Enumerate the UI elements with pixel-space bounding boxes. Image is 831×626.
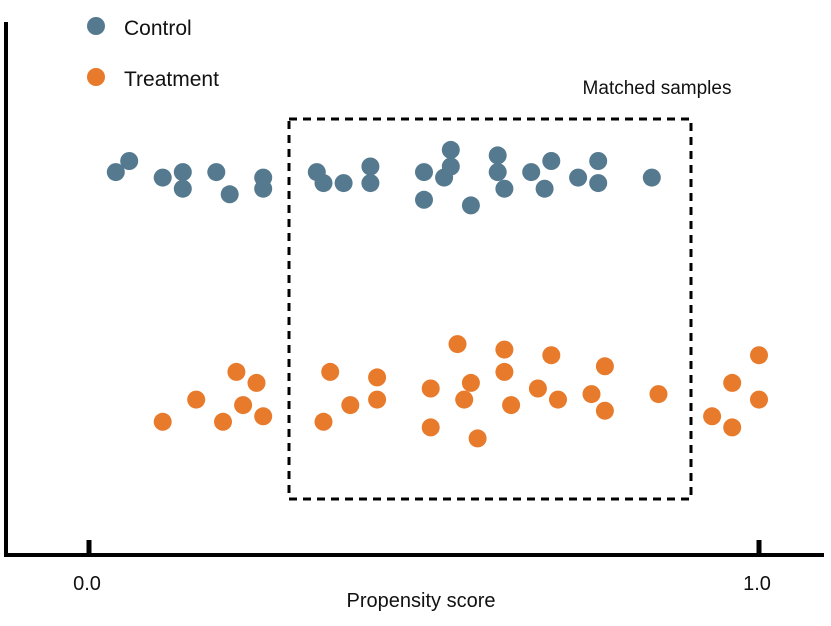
- treatment-point-6: [254, 407, 273, 426]
- x-tick-label-1: 1.0: [743, 573, 771, 595]
- legend-label-treatment: Treatment: [124, 68, 219, 91]
- treatment-point-24: [582, 385, 601, 404]
- control-point-21: [488, 146, 507, 165]
- treatment-point-12: [421, 418, 440, 437]
- x-axis-label: Propensity score: [347, 590, 496, 612]
- treatment-point-23: [549, 390, 567, 409]
- x-tick-label-0: 0.0: [73, 573, 101, 595]
- treatment-point-22: [542, 346, 561, 365]
- control-point-2: [153, 168, 172, 187]
- treatment-point-20: [502, 396, 521, 415]
- treatment-point-17: [468, 429, 487, 448]
- treatment-point-13: [421, 379, 440, 398]
- data-points: [106, 140, 768, 448]
- control-point-15: [415, 190, 433, 209]
- control-point-19: [461, 196, 480, 215]
- treatment-point-8: [321, 362, 340, 381]
- control-point-27: [589, 152, 608, 170]
- matched-samples-label: Matched samples: [583, 78, 732, 99]
- control-point-24: [535, 179, 554, 198]
- control-point-3: [173, 163, 192, 182]
- treatment-point-15: [455, 390, 474, 409]
- control-point-18: [441, 140, 460, 159]
- treatment-point-25: [595, 401, 614, 420]
- control-point-4: [173, 179, 192, 198]
- treatment-point-29: [723, 373, 742, 392]
- control-point-10: [314, 174, 333, 193]
- control-point-29: [642, 168, 661, 187]
- control-point-13: [361, 157, 380, 176]
- control-point-8: [254, 179, 273, 198]
- treatment-point-26: [595, 357, 614, 376]
- treatment-point-16: [461, 373, 480, 392]
- control-point-5: [207, 163, 226, 182]
- control-point-20: [488, 163, 507, 182]
- treatment-point-5: [247, 373, 266, 392]
- matched-samples-box: [287, 117, 693, 501]
- control-point-1: [120, 152, 139, 170]
- control-point-6: [220, 185, 239, 204]
- control-point-25: [542, 152, 561, 170]
- treatment-point-18: [495, 362, 514, 381]
- treatment-point-2: [214, 412, 232, 431]
- treatment-point-30: [723, 418, 742, 437]
- control-point-22: [495, 179, 514, 198]
- legend-marker-control: [87, 17, 105, 35]
- treatment-point-1: [187, 390, 206, 409]
- treatment-point-14: [448, 335, 467, 354]
- control-point-23: [522, 163, 541, 182]
- control-point-11: [334, 174, 353, 193]
- control-point-14: [415, 163, 433, 182]
- control-point-12: [361, 174, 380, 193]
- treatment-point-9: [341, 396, 360, 415]
- control-point-17: [441, 157, 460, 176]
- treatment-point-11: [368, 390, 387, 409]
- treatment-point-3: [227, 362, 246, 381]
- legend-label-control: Control: [124, 17, 192, 40]
- treatment-point-19: [495, 340, 514, 359]
- treatment-point-31: [750, 390, 768, 409]
- legend-marker-treatment: [87, 68, 105, 86]
- treatment-point-10: [368, 368, 387, 387]
- control-point-26: [569, 168, 588, 187]
- treatment-point-27: [649, 385, 668, 404]
- treatment-point-0: [153, 412, 172, 431]
- treatment-point-32: [750, 346, 768, 365]
- treatment-point-21: [528, 379, 547, 398]
- treatment-point-4: [234, 396, 253, 415]
- treatment-point-28: [703, 407, 722, 426]
- control-point-0: [106, 163, 125, 182]
- treatment-point-7: [314, 412, 333, 431]
- control-point-28: [589, 174, 608, 193]
